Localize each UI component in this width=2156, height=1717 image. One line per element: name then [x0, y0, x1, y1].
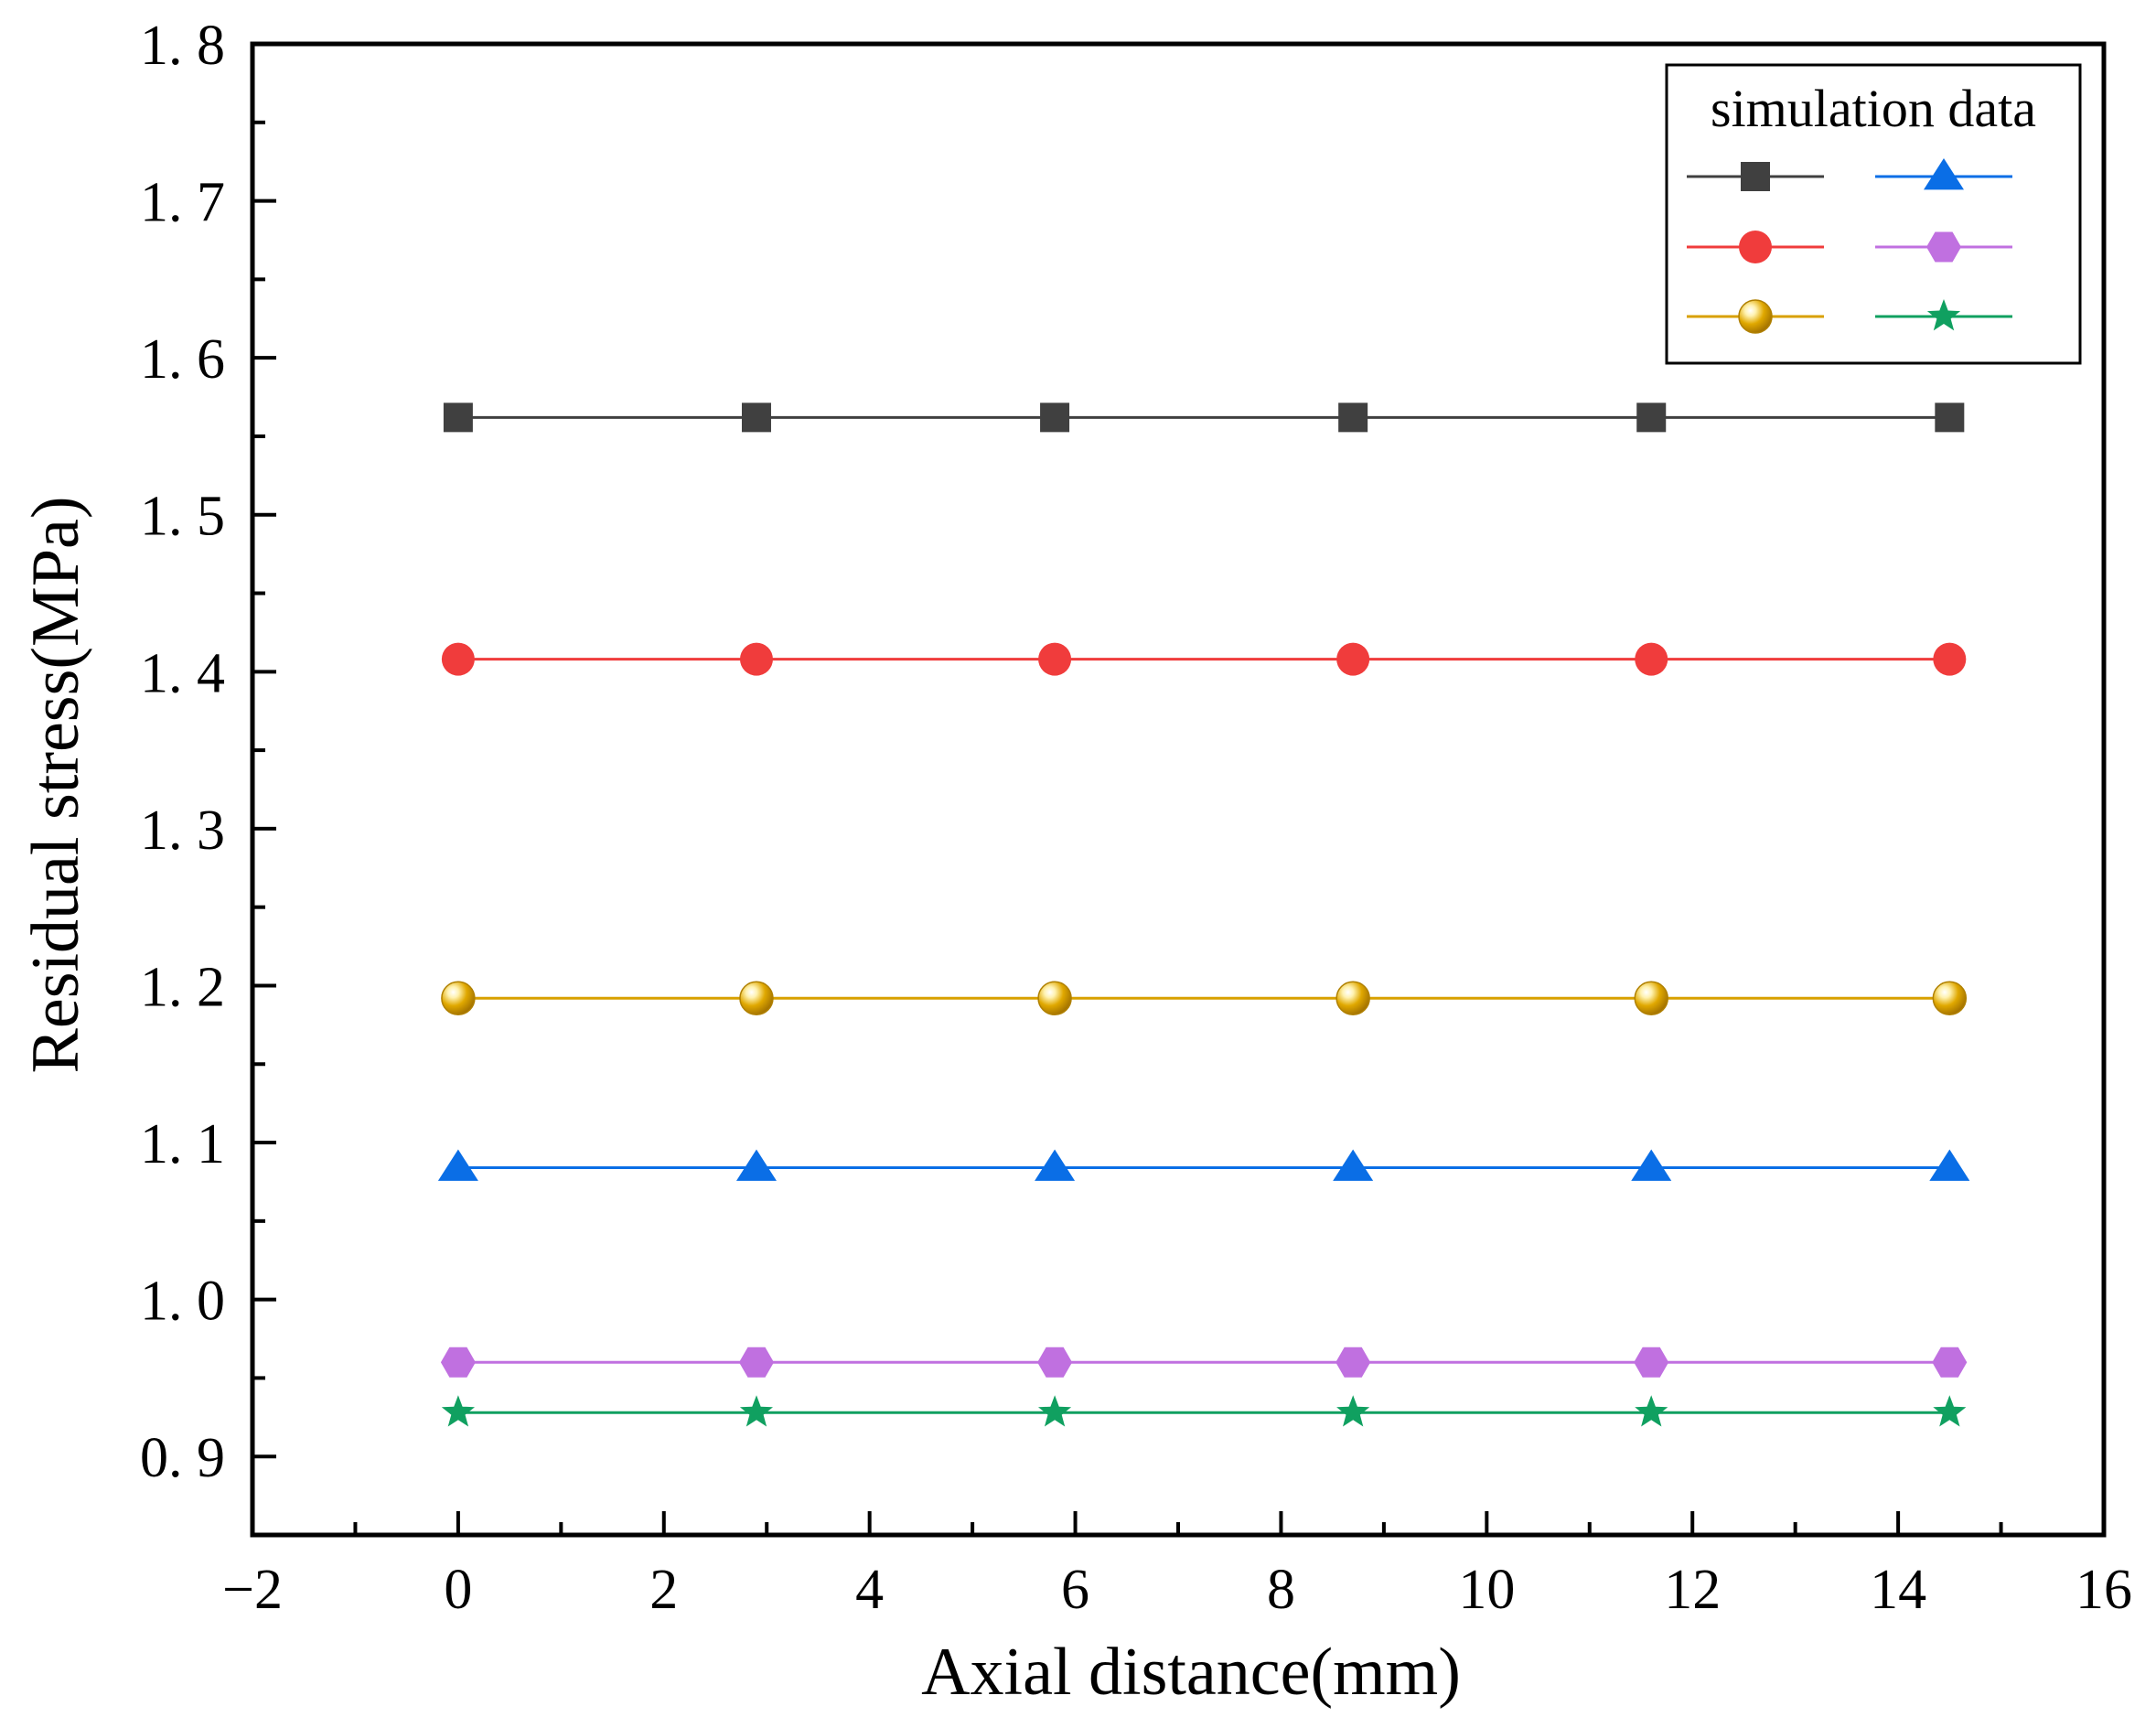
data-point [739, 981, 774, 1015]
y-tick-label: 1. 1 [140, 1113, 225, 1175]
x-tick-label: 8 [1267, 1559, 1295, 1621]
y-tick-label: 1. 3 [140, 799, 225, 862]
data-point [1738, 299, 1773, 334]
data-point [1038, 1395, 1072, 1427]
data-point [1932, 1347, 1968, 1378]
legend-item-1 [1687, 162, 1824, 191]
y-tick-label: 1. 2 [140, 956, 225, 1018]
y-axis-ticks [252, 42, 276, 1537]
legend-item-5 [1875, 231, 2012, 263]
series-5 [440, 1347, 1968, 1378]
legend-item-2 [1687, 231, 1824, 263]
data-point [1338, 402, 1368, 433]
data-point [1932, 981, 1968, 1015]
data-point [1333, 1149, 1374, 1181]
data-point [1634, 981, 1668, 1015]
data-point [1741, 162, 1770, 191]
x-axis-tick-labels: −2 0 2 4 6 8 10 12 14 16 [222, 1559, 2132, 1621]
data-point [1040, 402, 1070, 433]
data-point [1929, 1149, 1970, 1181]
data-point [440, 1347, 476, 1378]
data-point [1335, 1347, 1371, 1378]
data-point [1631, 1149, 1672, 1181]
x-axis-ticks [251, 1511, 2106, 1535]
data-point [741, 402, 771, 433]
x-tick-label: 14 [1870, 1559, 1926, 1621]
data-point [443, 402, 473, 433]
x-axis-title: Axial distance(mm) [921, 1635, 1461, 1710]
legend-item-4 [1875, 158, 2012, 190]
x-tick-label: 2 [649, 1559, 678, 1621]
data-point [441, 642, 475, 676]
x-tick-label: 10 [1458, 1559, 1515, 1621]
x-tick-label: 4 [855, 1559, 884, 1621]
data-point [1924, 158, 1964, 190]
x-tick-label: 12 [1664, 1559, 1721, 1621]
x-tick-label: 16 [2076, 1559, 2132, 1621]
series-2 [441, 642, 1967, 676]
legend-item-6 [1875, 299, 2012, 331]
y-tick-label: 1. 8 [140, 15, 225, 77]
data-point [1933, 1395, 1967, 1427]
series-1 [443, 402, 1965, 433]
data-point [1335, 981, 1370, 1015]
data-point [1035, 1149, 1076, 1181]
series-layer [437, 402, 1970, 1427]
legend: simulation data [1665, 63, 2082, 365]
data-point [739, 1395, 773, 1427]
data-point [1038, 642, 1072, 676]
y-tick-label: 1. 5 [140, 486, 225, 548]
y-axis-tick-labels: 0. 9 1. 0 1. 1 1. 2 1. 3 1. 4 1. 5 1. 6 1. 7 1. 8 [140, 15, 225, 1489]
data-point [1636, 402, 1667, 433]
y-tick-label: 1. 4 [140, 642, 225, 704]
legend-items [1687, 158, 2012, 334]
x-tick-label: 6 [1061, 1559, 1089, 1621]
x-tick-label: 0 [444, 1559, 472, 1621]
data-point [739, 1347, 774, 1378]
data-point [1933, 642, 1967, 676]
data-point [441, 981, 476, 1015]
series-3 [441, 981, 1968, 1015]
data-point [1336, 1395, 1370, 1427]
y-tick-label: 1. 7 [140, 172, 225, 234]
data-point [437, 1149, 478, 1181]
data-point [1926, 231, 1961, 263]
data-point [1336, 642, 1370, 676]
legend-item-3 [1687, 299, 1824, 334]
data-point [441, 1395, 475, 1427]
data-point [1037, 1347, 1073, 1378]
data-point [1635, 1395, 1668, 1427]
x-tick-label: −2 [222, 1559, 283, 1621]
data-point [1634, 1347, 1669, 1378]
data-point [735, 1149, 777, 1181]
legend-title: simulation data [1711, 79, 2036, 138]
data-point [739, 642, 773, 676]
y-tick-label: 1. 0 [140, 1271, 225, 1333]
series-4 [437, 1149, 1970, 1181]
data-point [1037, 981, 1072, 1015]
legend-box [1665, 63, 2082, 365]
y-axis-title: Residual stress(MPa) [18, 497, 93, 1074]
y-tick-label: 1. 6 [140, 328, 225, 391]
y-tick-label: 0. 9 [140, 1427, 225, 1489]
data-point [1739, 231, 1772, 263]
data-point [1935, 402, 1965, 433]
data-point [1635, 642, 1668, 676]
series-6 [441, 1395, 1967, 1427]
data-point [1926, 299, 1961, 331]
